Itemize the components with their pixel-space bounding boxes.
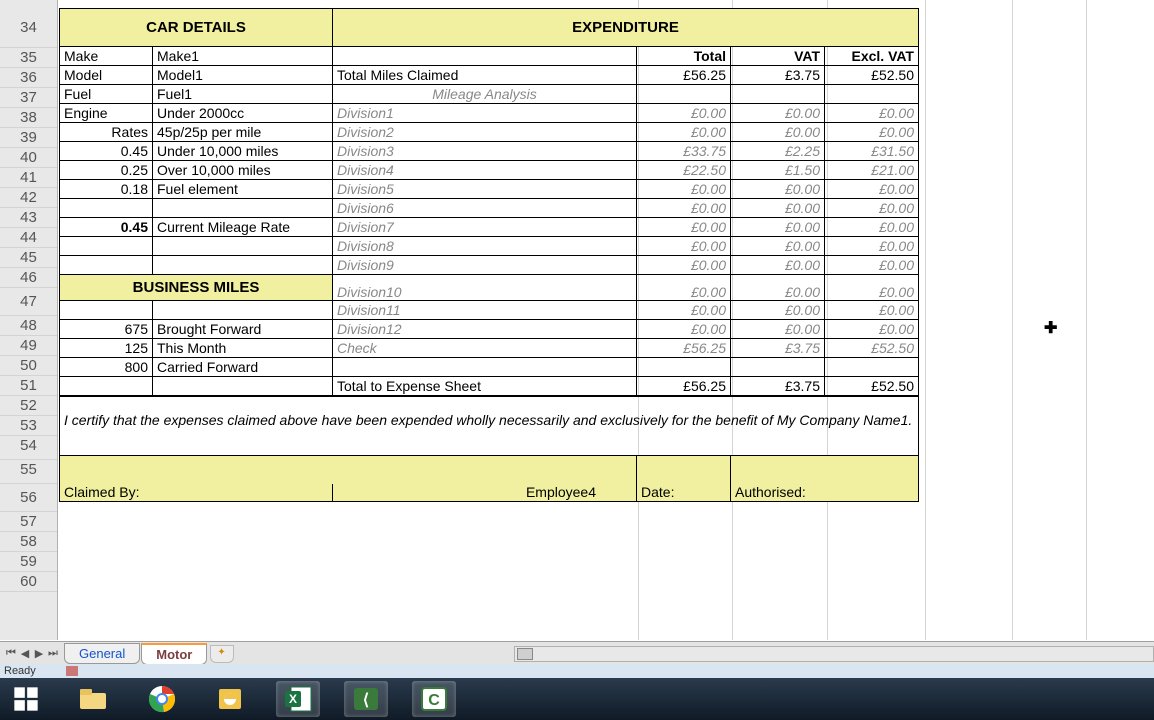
status-bar: Ready bbox=[0, 664, 1154, 678]
engine-value[interactable]: Under 2000cc bbox=[153, 104, 333, 123]
car-details-header: CAR DETAILS bbox=[60, 9, 333, 47]
camtasia-recorder-icon[interactable]: C bbox=[412, 681, 456, 717]
expenditure-header: EXPENDITURE bbox=[333, 9, 919, 47]
row-num[interactable]: 39 bbox=[0, 128, 57, 148]
row-num[interactable]: 36 bbox=[0, 68, 57, 88]
tab-motor[interactable]: Motor bbox=[141, 643, 207, 665]
business-miles-header: BUSINESS MILES bbox=[60, 275, 333, 301]
tab-nav-last-icon[interactable]: ⏭ bbox=[46, 647, 60, 660]
row-num[interactable]: 41 bbox=[0, 168, 57, 188]
row-num[interactable]: 45 bbox=[0, 248, 57, 268]
start-button[interactable] bbox=[4, 681, 48, 717]
rates-label[interactable]: Rates bbox=[60, 123, 153, 142]
row-num[interactable]: 44 bbox=[0, 228, 57, 248]
engine-label[interactable]: Engine bbox=[60, 104, 153, 123]
row-num[interactable]: 46 bbox=[0, 268, 57, 288]
svg-text:C: C bbox=[428, 692, 440, 709]
row-num[interactable]: 40 bbox=[0, 148, 57, 168]
row-num[interactable]: 52 bbox=[0, 396, 57, 416]
tab-nav-first-icon[interactable]: ⏮ bbox=[4, 647, 18, 660]
row-num[interactable]: 55 bbox=[0, 460, 57, 484]
row-num[interactable]: 42 bbox=[0, 188, 57, 208]
col-total: Total bbox=[637, 47, 731, 66]
division-name[interactable]: Division1 bbox=[333, 104, 637, 123]
total-miles-vat[interactable]: £3.75 bbox=[731, 66, 825, 85]
row-num[interactable]: 37 bbox=[0, 88, 57, 108]
certification-text[interactable]: I certify that the expenses claimed abov… bbox=[60, 408, 919, 456]
chrome-icon[interactable] bbox=[140, 681, 184, 717]
row-headers: 34 35 36 37 38 39 40 41 42 43 44 45 46 4… bbox=[0, 0, 58, 640]
total-expense-label[interactable]: Total to Expense Sheet bbox=[333, 377, 637, 396]
date-label[interactable]: Date: bbox=[637, 484, 731, 502]
row-num[interactable]: 56 bbox=[0, 484, 57, 512]
row-num[interactable]: 60 bbox=[0, 572, 57, 592]
fuel-label[interactable]: Fuel bbox=[60, 85, 153, 104]
total-miles-total[interactable]: £56.25 bbox=[637, 66, 731, 85]
row-num[interactable]: 34 bbox=[0, 8, 57, 48]
taskbar: X ⟨ C bbox=[0, 678, 1154, 720]
make-label[interactable]: Make bbox=[60, 47, 153, 66]
camtasia-editor-icon[interactable]: ⟨ bbox=[344, 681, 388, 717]
spreadsheet-grid[interactable]: CAR DETAILS EXPENDITURE Make Make1 Total… bbox=[58, 0, 1154, 640]
row-num[interactable]: 54 bbox=[0, 436, 57, 460]
row-num[interactable]: 51 bbox=[0, 376, 57, 396]
col-vat: VAT bbox=[731, 47, 825, 66]
status-text: Ready bbox=[4, 665, 36, 677]
model-value[interactable]: Model1 bbox=[153, 66, 333, 85]
col-excl: Excl. VAT bbox=[825, 47, 919, 66]
cell-cursor-icon: ✚ bbox=[1044, 318, 1057, 338]
svg-text:X: X bbox=[289, 692, 297, 706]
excel-icon[interactable]: X bbox=[276, 681, 320, 717]
tab-nav-next-icon[interactable]: ▶ bbox=[32, 647, 46, 660]
total-miles-excl[interactable]: £52.50 bbox=[825, 66, 919, 85]
row-num[interactable]: 57 bbox=[0, 512, 57, 532]
fuel-value[interactable]: Fuel1 bbox=[153, 85, 333, 104]
rates-value[interactable]: 45p/25p per mile bbox=[153, 123, 333, 142]
row-num[interactable]: 58 bbox=[0, 532, 57, 552]
authorised-label[interactable]: Authorised: bbox=[731, 484, 919, 502]
row-num[interactable]: 48 bbox=[0, 316, 57, 336]
sheet-tabs: ⏮ ◀ ▶ ⏭ General Motor bbox=[0, 641, 1154, 665]
expense-table: CAR DETAILS EXPENDITURE Make Make1 Total… bbox=[59, 8, 919, 502]
row-num[interactable]: 38 bbox=[0, 108, 57, 128]
row-num[interactable]: 50 bbox=[0, 356, 57, 376]
mileage-analysis-label: Mileage Analysis bbox=[333, 85, 637, 104]
tab-new-icon[interactable] bbox=[210, 645, 234, 663]
row-num[interactable]: 43 bbox=[0, 208, 57, 228]
row-num[interactable]: 35 bbox=[0, 48, 57, 68]
claimed-by-label[interactable]: Claimed By: bbox=[60, 484, 333, 502]
macro-record-icon[interactable] bbox=[66, 666, 78, 676]
svg-text:⟨: ⟨ bbox=[363, 692, 369, 709]
file-explorer-icon[interactable] bbox=[72, 681, 116, 717]
horizontal-scrollbar[interactable] bbox=[514, 646, 1154, 662]
row-num[interactable]: 47 bbox=[0, 288, 57, 316]
tab-general[interactable]: General bbox=[64, 643, 140, 664]
empty-cell[interactable] bbox=[333, 47, 637, 66]
row-num[interactable]: 53 bbox=[0, 416, 57, 436]
total-miles-label[interactable]: Total Miles Claimed bbox=[333, 66, 637, 85]
outlook-icon[interactable] bbox=[208, 681, 252, 717]
employee-name[interactable]: Employee4 bbox=[333, 484, 637, 502]
row-num[interactable]: 49 bbox=[0, 336, 57, 356]
row-num[interactable]: 59 bbox=[0, 552, 57, 572]
make-value[interactable]: Make1 bbox=[153, 47, 333, 66]
model-label[interactable]: Model bbox=[60, 66, 153, 85]
tab-nav-prev-icon[interactable]: ◀ bbox=[18, 647, 32, 660]
